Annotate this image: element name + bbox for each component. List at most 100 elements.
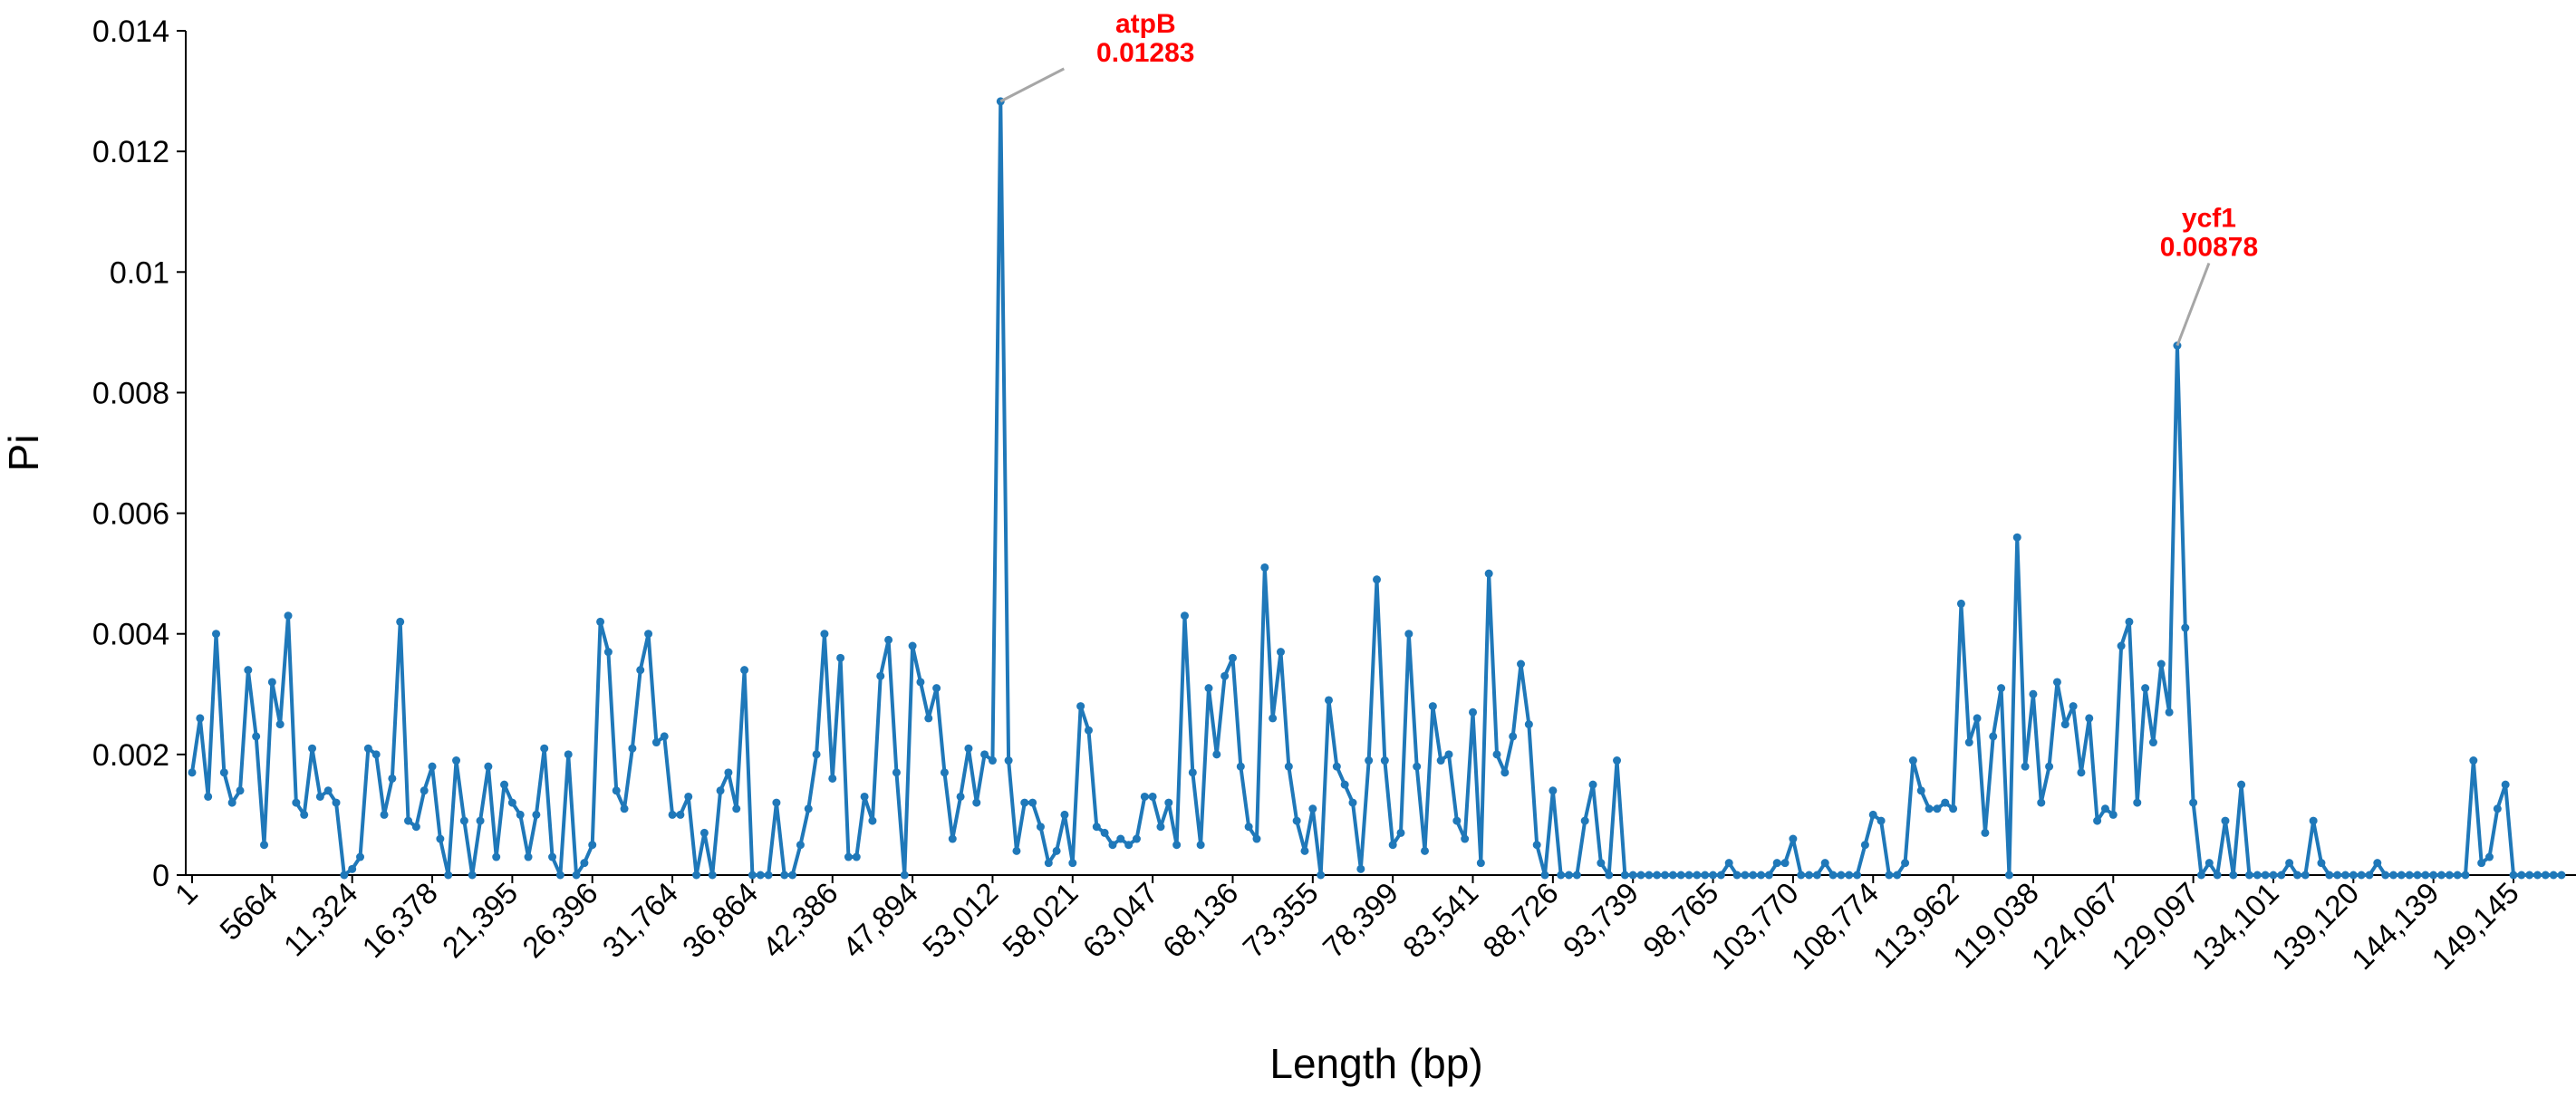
x-tick-label: 16,378: [355, 876, 444, 965]
data-point: [2388, 871, 2398, 880]
data-point: [260, 841, 269, 850]
data-point: [315, 792, 324, 801]
data-point: [1116, 834, 1125, 843]
data-point: [820, 630, 829, 639]
data-point: [724, 768, 733, 777]
data-point: [2541, 871, 2550, 880]
data-point: [1004, 756, 1013, 765]
data-point: [1396, 828, 1405, 837]
data-point: [1276, 648, 1285, 657]
data-point: [2333, 871, 2342, 880]
data-point: [540, 744, 549, 753]
data-point: [1292, 816, 1301, 825]
data-point: [2085, 714, 2094, 723]
data-point: [388, 774, 397, 783]
data-point: [196, 714, 205, 723]
data-point: [1676, 871, 1685, 880]
x-tick-label: 58,021: [996, 876, 1085, 965]
data-point: [788, 871, 797, 880]
data-point: [1212, 750, 1221, 759]
data-point: [2037, 798, 2046, 807]
data-point: [1517, 659, 1526, 669]
data-point: [1076, 702, 1085, 711]
data-point: [1172, 841, 1182, 850]
data-point: [1356, 864, 1365, 873]
data-point: [1941, 798, 1950, 807]
data-point: [684, 792, 693, 801]
data-point: [1284, 762, 1293, 771]
data-point: [828, 774, 837, 783]
x-tick-label: 144,139: [2345, 876, 2446, 977]
data-point: [2421, 871, 2430, 880]
data-point: [1469, 707, 1478, 717]
data-point: [236, 786, 245, 795]
annotation-value: 0.01283: [1096, 38, 1194, 68]
data-point: [2229, 871, 2238, 880]
data-point: [2181, 623, 2190, 632]
data-point: [764, 871, 773, 880]
y-tick-label: 0.012: [92, 135, 169, 169]
data-point: [292, 798, 301, 807]
data-point: [507, 798, 516, 807]
y-tick-label: 0.008: [92, 376, 169, 410]
data-point: [1989, 732, 1998, 741]
data-point: [1524, 720, 1533, 729]
x-tick-label: 11,324: [277, 876, 364, 963]
data-point: [1724, 859, 1733, 868]
data-point: [244, 666, 253, 675]
data-point: [1124, 841, 1134, 850]
data-point: [1164, 798, 1173, 807]
data-point: [1908, 756, 1917, 765]
data-point: [1853, 871, 1862, 880]
data-point: [1252, 834, 1261, 843]
x-tick-label: 134,101: [2185, 876, 2285, 977]
data-point: [284, 611, 293, 621]
data-point: [1636, 871, 1645, 880]
data-point: [1949, 804, 1958, 813]
data-point: [2269, 871, 2278, 880]
data-point: [1100, 828, 1109, 837]
data-point: [1868, 810, 1877, 819]
data-point: [1148, 792, 1157, 801]
data-point: [812, 750, 821, 759]
data-point: [796, 841, 805, 850]
data-point: [1340, 780, 1349, 789]
data-point: [219, 768, 228, 777]
data-point: [2012, 533, 2021, 542]
data-point: [1757, 871, 1766, 880]
data-point: [2453, 871, 2462, 880]
data-point: [2349, 871, 2358, 880]
data-point: [1428, 702, 1437, 711]
data-point: [356, 852, 365, 861]
y-tick-label: 0.002: [92, 738, 169, 773]
data-point: [2469, 756, 2478, 765]
data-point: [1620, 871, 1629, 880]
data-point: [2340, 871, 2349, 880]
data-point: [1244, 823, 1253, 832]
data-point: [908, 641, 917, 650]
data-point: [2021, 762, 2030, 771]
data-point: [2325, 871, 2334, 880]
data-point: [1452, 816, 1462, 825]
data-point: [980, 750, 989, 759]
data-point: [371, 750, 381, 759]
data-point: [756, 871, 765, 880]
x-tick-label: 108,774: [1785, 876, 1886, 977]
data-point: [1461, 834, 1470, 843]
x-tick-label: 1: [169, 876, 204, 911]
data-point: [876, 671, 885, 680]
data-point: [603, 648, 613, 657]
data-point: [188, 768, 197, 777]
data-point: [1260, 563, 1269, 572]
data-point: [2365, 871, 2374, 880]
data-point: [500, 780, 509, 789]
data-point: [1028, 798, 1037, 807]
x-tick-label: 149,145: [2425, 876, 2525, 977]
data-point: [1324, 696, 1333, 705]
data-point: [1812, 871, 1821, 880]
data-point: [1580, 816, 1589, 825]
data-point: [1068, 859, 1077, 868]
x-tick-label: 78,399: [1317, 876, 1405, 965]
data-point: [363, 744, 372, 753]
data-point: [2100, 804, 2109, 813]
